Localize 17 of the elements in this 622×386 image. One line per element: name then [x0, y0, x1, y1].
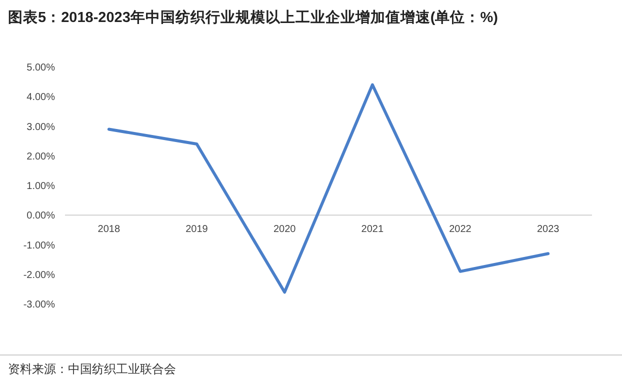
y-tick-label: 3.00% — [26, 122, 56, 133]
chart-title: 图表5：2018-2023年中国纺织行业规模以上工业企业增加值增速(单位：%) — [8, 8, 498, 26]
x-tick-label: 2020 — [273, 224, 296, 236]
x-tick-label: 2021 — [361, 224, 384, 236]
y-tick-label: 1.00% — [26, 181, 56, 192]
y-tick-label: 5.00% — [26, 62, 56, 74]
x-tick-label: 2019 — [186, 224, 208, 236]
x-tick-label: 2023 — [536, 224, 560, 236]
y-tick-label: -3.00% — [23, 300, 56, 310]
y-tick-label: -2.00% — [23, 270, 56, 281]
y-tick-label: -1.00% — [23, 240, 56, 252]
y-tick-label: 4.00% — [26, 92, 56, 104]
text: 资料来源：中国纺织工业联合会 — [8, 362, 176, 376]
x-tick-label: 2022 — [449, 224, 472, 236]
y-tick-label: 2.00% — [26, 151, 56, 162]
x-tick-label: 2018 — [98, 224, 120, 236]
y-tick-label: 0.00% — [26, 210, 56, 222]
